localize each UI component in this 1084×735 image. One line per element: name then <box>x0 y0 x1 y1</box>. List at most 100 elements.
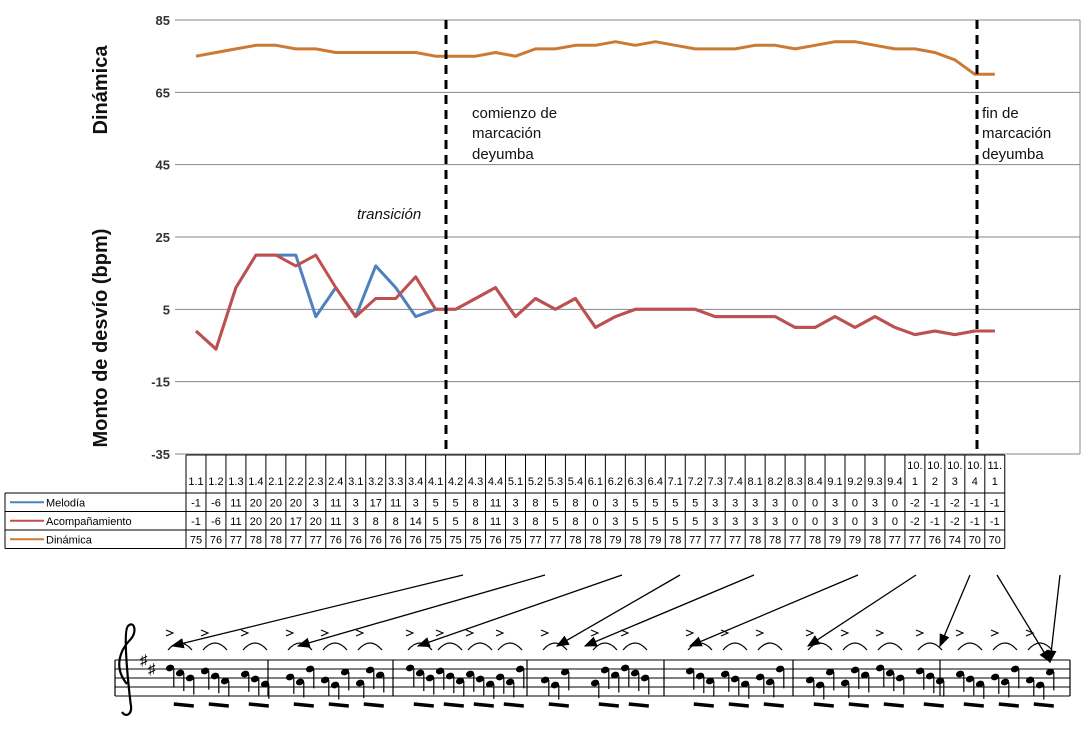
table-cell: -2 <box>910 497 920 509</box>
y-tick-label: 45 <box>156 158 170 173</box>
note-head <box>365 666 375 674</box>
category-label: 3.4 <box>408 476 423 488</box>
category-label: 4.3 <box>468 476 483 488</box>
slur <box>287 642 313 651</box>
category-label: 5.2 <box>528 476 543 488</box>
table-cell: 78 <box>809 534 821 546</box>
note-head <box>550 681 560 689</box>
note-head <box>240 670 250 678</box>
table-cell: 78 <box>569 534 581 546</box>
gridlines <box>175 19 1081 455</box>
note-head <box>185 674 195 682</box>
pointer-arrow <box>806 574 917 647</box>
note-beam <box>883 702 904 708</box>
start-annotation-line2: marcación <box>472 125 541 142</box>
note-head <box>475 675 485 683</box>
y-tick-labels: 85 65 45 25 5 -15 -35 <box>151 13 170 462</box>
note-head <box>415 669 425 677</box>
table-cell: 3 <box>732 497 738 509</box>
note-head <box>685 667 695 675</box>
note-beam <box>248 702 269 708</box>
category-label: 3.2 <box>368 476 383 488</box>
table-cell: 78 <box>749 534 761 546</box>
table-cell: 5 <box>433 516 439 528</box>
table-cell: 8 <box>532 497 538 509</box>
note-beam <box>1033 702 1054 708</box>
accent-mark <box>805 629 815 637</box>
note-head <box>1010 665 1020 673</box>
pointer-arrow <box>555 574 681 647</box>
table-cell: 3 <box>712 516 718 528</box>
table-cell: 76 <box>489 534 501 546</box>
note-head <box>825 668 835 676</box>
category-label: 2.2 <box>288 476 303 488</box>
category-label: 1.3 <box>228 476 243 488</box>
category-label: 6.1 <box>588 476 603 488</box>
table-cell: 77 <box>909 534 921 546</box>
category-label: 9.4 <box>887 476 902 488</box>
note-head <box>955 670 965 678</box>
table-cell: 5 <box>453 516 459 528</box>
table-cell: 0 <box>852 516 858 528</box>
table-cell: 0 <box>592 497 598 509</box>
note-beam <box>998 702 1019 708</box>
slur <box>202 642 228 651</box>
table-cell: 20 <box>250 497 262 509</box>
accent-mark <box>165 629 175 637</box>
table-cell: 3 <box>732 516 738 528</box>
slur <box>167 642 193 651</box>
category-label: 3.3 <box>388 476 403 488</box>
category-label: 10. <box>907 460 922 472</box>
score-notes <box>165 629 1055 708</box>
category-label: 9.1 <box>827 476 842 488</box>
note-beam <box>693 702 714 708</box>
category-label: 2.4 <box>328 476 343 488</box>
table-cell: 74 <box>949 534 961 546</box>
note-beam <box>848 702 869 708</box>
category-label: 2.3 <box>308 476 323 488</box>
accent-mark <box>465 629 475 637</box>
table-cell: -1 <box>191 516 201 528</box>
table-cell: 5 <box>433 497 439 509</box>
y-tick-label: 25 <box>156 230 170 245</box>
category-label: 10. <box>947 460 962 472</box>
table-cell: 11 <box>230 516 241 528</box>
table-cell: -1 <box>970 516 980 528</box>
accent-mark <box>755 629 765 637</box>
table-cell: 77 <box>889 534 901 546</box>
start-annotation-line1: comienzo de <box>472 105 557 122</box>
series-lines <box>194 40 995 351</box>
table-cell: 3 <box>772 497 778 509</box>
end-annotation-line3: deyumba <box>982 146 1044 163</box>
table-cell: 76 <box>929 534 941 546</box>
note-beam <box>328 702 349 708</box>
category-label: 7.4 <box>728 476 743 488</box>
note-head <box>425 674 435 682</box>
table-cell: 11 <box>230 497 241 509</box>
category-label: 9.3 <box>867 476 882 488</box>
note-head <box>805 676 815 684</box>
table-cell: 0 <box>892 497 898 509</box>
table-cell: -1 <box>990 516 1000 528</box>
note-beam <box>728 702 749 708</box>
note-beam <box>598 702 619 708</box>
category-label: 11. <box>988 460 1002 472</box>
category-label: 8.2 <box>767 476 782 488</box>
category-label: 4.2 <box>448 476 463 488</box>
slur <box>437 642 463 651</box>
pointer-arrow <box>939 574 971 648</box>
table-cell: -1 <box>990 497 1000 509</box>
category-label: 1 <box>912 476 918 488</box>
note-head <box>455 677 465 685</box>
accent-mark <box>955 629 965 637</box>
table-cell: 3 <box>413 497 419 509</box>
table-cell: 11 <box>390 497 401 509</box>
table-cell: 20 <box>250 516 262 528</box>
table-cell: 77 <box>709 534 721 546</box>
table-cell: 5 <box>453 497 459 509</box>
pointer-arrow <box>170 574 464 649</box>
note-head <box>610 671 620 679</box>
table-cell: 0 <box>792 516 798 528</box>
pointer-arrow <box>583 574 755 647</box>
